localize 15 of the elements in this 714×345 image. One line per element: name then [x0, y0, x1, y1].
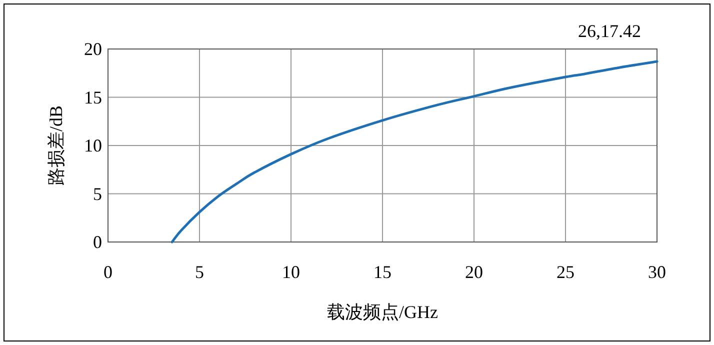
y-tick-label: 15	[84, 87, 102, 108]
line-series	[170, 60, 658, 244]
y-tick-label: 5	[93, 184, 102, 204]
x-axis-title: 载波频点/GHz	[327, 302, 438, 322]
x-tick-label: 10	[282, 262, 300, 282]
y-axis-title: 路损差/dB	[46, 105, 66, 186]
text: 26,17.42	[578, 21, 641, 41]
y-tick-label: 0	[93, 232, 102, 252]
x-tick-label: 5	[195, 262, 204, 282]
x-tick-label: 30	[648, 262, 666, 282]
x-tick-label: 25	[556, 262, 574, 282]
y-tick-label: 10	[84, 136, 102, 156]
x-tick-label: 20	[465, 262, 483, 282]
x-tick-label: 15	[374, 262, 392, 282]
y-tick-label: 20	[84, 39, 102, 59]
